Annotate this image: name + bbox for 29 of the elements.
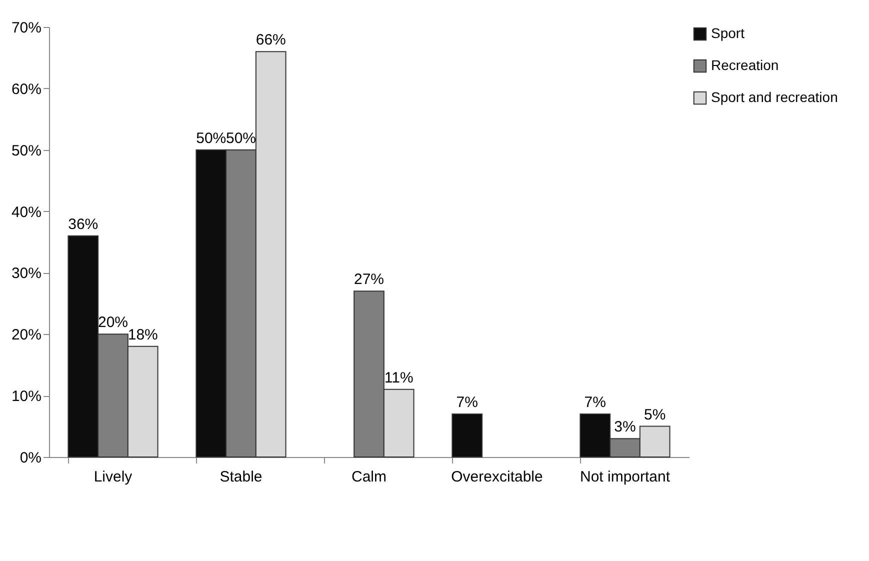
y-tick-label: 30%	[11, 265, 42, 282]
y-tick-label: 70%	[11, 20, 42, 36]
x-tick-label: Not important	[580, 468, 671, 486]
y-tick-label: 60%	[11, 80, 42, 98]
data-label: 50%	[196, 130, 226, 147]
x-tick-label: Lively	[94, 468, 133, 486]
y-tick-label: 20%	[11, 326, 42, 344]
data-label: 50%	[226, 130, 256, 147]
data-label: 18%	[128, 326, 158, 344]
data-label: 66%	[256, 32, 286, 49]
x-tick-label: Calm	[351, 468, 387, 486]
data-label: 5%	[644, 406, 666, 424]
data-label: 7%	[456, 394, 478, 411]
data-label: 36%	[68, 216, 98, 233]
y-tick-label: 10%	[11, 388, 42, 406]
x-tick-label: Stable	[220, 468, 262, 486]
data-label: 27%	[354, 271, 384, 288]
legend-label: Recreation	[711, 57, 779, 73]
y-tick-label: 50%	[11, 142, 42, 160]
data-label: 7%	[584, 394, 606, 411]
x-tick-label: Overexcitable	[451, 468, 543, 486]
data-label: 3%	[614, 418, 636, 436]
y-tick-label: 0%	[20, 450, 42, 466]
data-label: 11%	[384, 369, 414, 386]
legend-label: Sport	[711, 25, 745, 41]
y-tick-label: 40%	[11, 204, 42, 221]
legend-label: Sport and recreation	[711, 89, 838, 105]
bar	[452, 414, 483, 458]
data-label: 20%	[98, 314, 128, 332]
